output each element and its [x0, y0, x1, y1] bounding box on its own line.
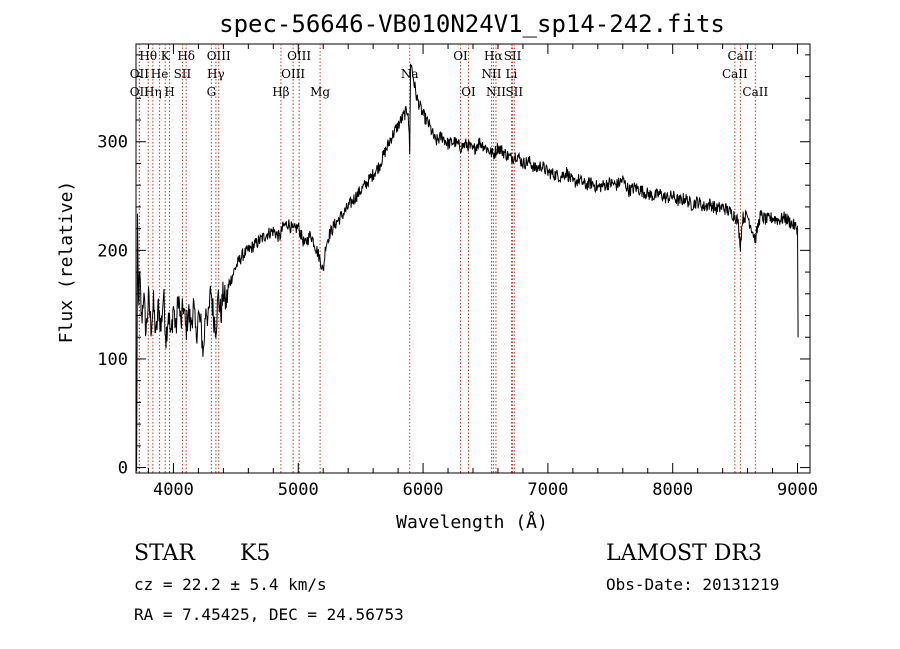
- line-label-9: OIII: [207, 49, 231, 63]
- line-label-26: CaII: [722, 67, 748, 81]
- line-label-16: Na: [401, 67, 419, 81]
- line-label-25: CaII: [727, 49, 753, 63]
- x-tick-label-9000: 9000: [777, 480, 818, 500]
- line-label-0: Hθ: [139, 49, 157, 63]
- spectrum-line: [135, 63, 799, 472]
- line-label-18: OI: [461, 85, 476, 99]
- line-label-27: CaII: [742, 85, 768, 99]
- line-label-3: He: [151, 67, 169, 81]
- line-label-8: SII: [174, 67, 192, 81]
- plot-area: [135, 43, 811, 474]
- line-label-23: Li: [506, 67, 518, 81]
- line-label-12: Hβ: [272, 85, 289, 99]
- line-label-1: OII: [130, 67, 150, 81]
- line-label-6: H: [164, 85, 174, 99]
- y-axis-label: Flux (relative): [56, 181, 77, 344]
- survey-name: LAMOST DR3: [606, 541, 762, 566]
- x-tick-label-5000: 5000: [278, 480, 319, 500]
- x-tick-label-6000: 6000: [403, 480, 444, 500]
- observation-date: Obs-Date: 20131219: [606, 575, 779, 594]
- line-label-4: Hη: [144, 85, 162, 99]
- line-label-11: G: [207, 85, 217, 99]
- line-label-7: Hδ: [177, 49, 195, 63]
- redshift-readout: cz = 22.2 ± 5.4 km/s: [134, 575, 327, 594]
- line-label-17: OI: [453, 49, 468, 63]
- line-label-24: SII: [505, 85, 523, 99]
- line-label-13: OIII: [287, 49, 311, 63]
- chart-title: spec-56646-VB010N24V1_sp14-242.fits: [219, 10, 725, 38]
- y-tick-label-300: 300: [97, 133, 128, 153]
- line-label-14: OIII: [281, 67, 305, 81]
- line-label-20: NII: [481, 67, 501, 81]
- spectrum-trace: [135, 63, 799, 472]
- line-label-5: K: [161, 49, 171, 63]
- axis-ticks: 4000 5000 6000 7000 8000 9000 0 100 200 300: [97, 44, 818, 500]
- x-tick-label-4000: 4000: [153, 480, 194, 500]
- line-label-22: SII: [504, 49, 522, 63]
- plot-border: [135, 43, 811, 474]
- x-tick-label-7000: 7000: [527, 480, 568, 500]
- object-subclass: K5: [240, 541, 270, 566]
- x-tick-label-8000: 8000: [652, 480, 693, 500]
- y-tick-label-0: 0: [118, 459, 128, 479]
- object-class: STAR: [134, 541, 196, 566]
- line-label-15: Mg: [310, 85, 330, 99]
- y-tick-label-100: 100: [97, 350, 128, 370]
- line-label-21: NII: [486, 85, 506, 99]
- y-tick-label-200: 200: [97, 241, 128, 261]
- coordinates-readout: RA = 7.45425, DEC = 24.56753: [134, 605, 404, 624]
- line-label-2: OII: [130, 85, 150, 99]
- line-label-10: Hγ: [207, 67, 225, 81]
- spectral-line-markers: [138, 44, 756, 473]
- line-label-19: Hα: [484, 49, 503, 63]
- x-axis-label: Wavelength (Å): [396, 511, 548, 533]
